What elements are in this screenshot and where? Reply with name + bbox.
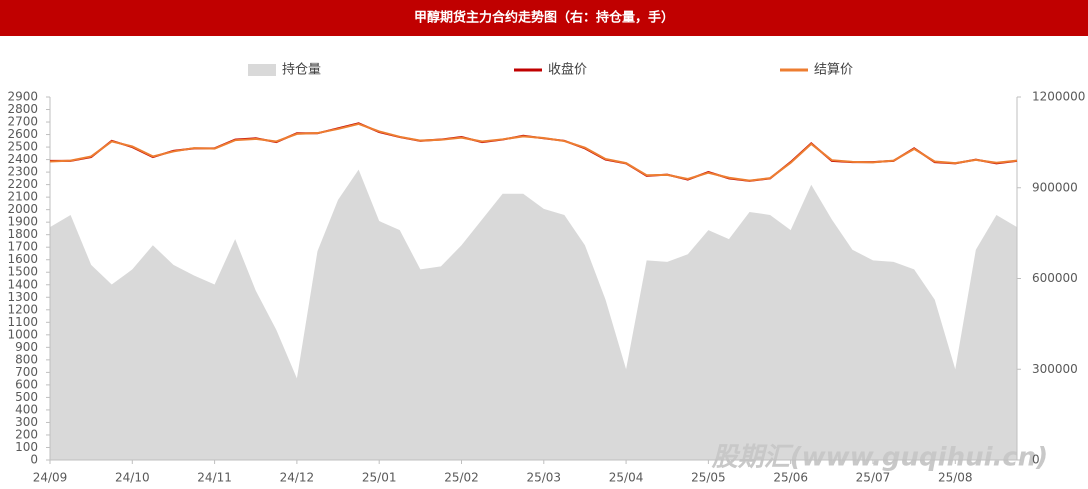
y-tick-label: 2100 <box>7 190 38 204</box>
watermark: 股期汇(www.guqihui.cn) <box>711 443 1048 473</box>
y-tick-label: 900 <box>15 340 38 354</box>
y-tick-label: 1800 <box>7 227 38 241</box>
y-tick-label: 1000 <box>7 327 38 341</box>
x-tick-label: 24/09 <box>33 471 68 485</box>
y-tick-label: 1100 <box>7 315 38 329</box>
price-line <box>49 122 1018 182</box>
x-tick-label: 25/08 <box>938 471 973 485</box>
y-tick-label: 300 <box>15 415 38 429</box>
x-tick-label: 25/07 <box>856 471 891 485</box>
y-tick-label: 2300 <box>7 165 38 179</box>
legend-label: 结算价 <box>814 63 853 78</box>
y-tick-label: 100 <box>15 440 38 454</box>
x-tick-label: 25/01 <box>362 471 397 485</box>
y-tick-label: 2600 <box>7 127 38 141</box>
legend-label: 持仓量 <box>282 63 321 78</box>
x-tick-label: 25/03 <box>526 471 561 485</box>
y2-tick-label: 900000 <box>1032 180 1078 194</box>
y-tick-label: 2900 <box>7 90 38 104</box>
y-tick-label: 700 <box>15 365 38 379</box>
y-tick-label: 2000 <box>7 202 38 216</box>
x-tick-label: 25/05 <box>691 471 726 485</box>
y-tick-label: 200 <box>15 427 38 441</box>
y-tick-label: 800 <box>15 352 38 366</box>
title-banner <box>0 0 1088 36</box>
x-tick-label: 24/10 <box>115 471 150 485</box>
x-tick-label: 25/06 <box>773 471 808 485</box>
y2-tick-label: 300000 <box>1032 362 1078 376</box>
x-tick-label: 25/04 <box>609 471 644 485</box>
y-tick-label: 2700 <box>7 115 38 129</box>
y-tick-label: 1700 <box>7 240 38 254</box>
y-tick-label: 2400 <box>7 152 38 166</box>
open-interest-area <box>50 169 1017 460</box>
x-tick-label: 24/12 <box>280 471 315 485</box>
y-tick-label: 1200 <box>7 302 38 316</box>
y2-tick-label: 0 <box>1032 453 1040 467</box>
y-tick-label: 2200 <box>7 177 38 191</box>
price-line <box>50 122 1018 182</box>
y-tick-label: 1900 <box>7 215 38 229</box>
x-tick-label: 24/11 <box>197 471 232 485</box>
y2-tick-label: 1200000 <box>1032 90 1085 104</box>
y-tick-label: 2500 <box>7 140 38 154</box>
y2-tick-label: 600000 <box>1032 271 1078 285</box>
y-tick-label: 1300 <box>7 290 38 304</box>
y-tick-label: 400 <box>15 402 38 416</box>
x-tick-label: 25/02 <box>444 471 479 485</box>
y-tick-label: 2800 <box>7 102 38 116</box>
y-tick-label: 500 <box>15 390 38 404</box>
y-tick-label: 1500 <box>7 265 38 279</box>
y-tick-label: 600 <box>15 377 38 391</box>
y-tick-label: 0 <box>30 453 38 467</box>
chart-title: 甲醇期货主力合约走势图（右：持仓量，手） <box>414 10 674 26</box>
y-tick-label: 1400 <box>7 277 38 291</box>
y-tick-label: 1600 <box>7 252 38 266</box>
legend-label: 收盘价 <box>548 62 587 78</box>
legend-swatch <box>248 64 276 76</box>
